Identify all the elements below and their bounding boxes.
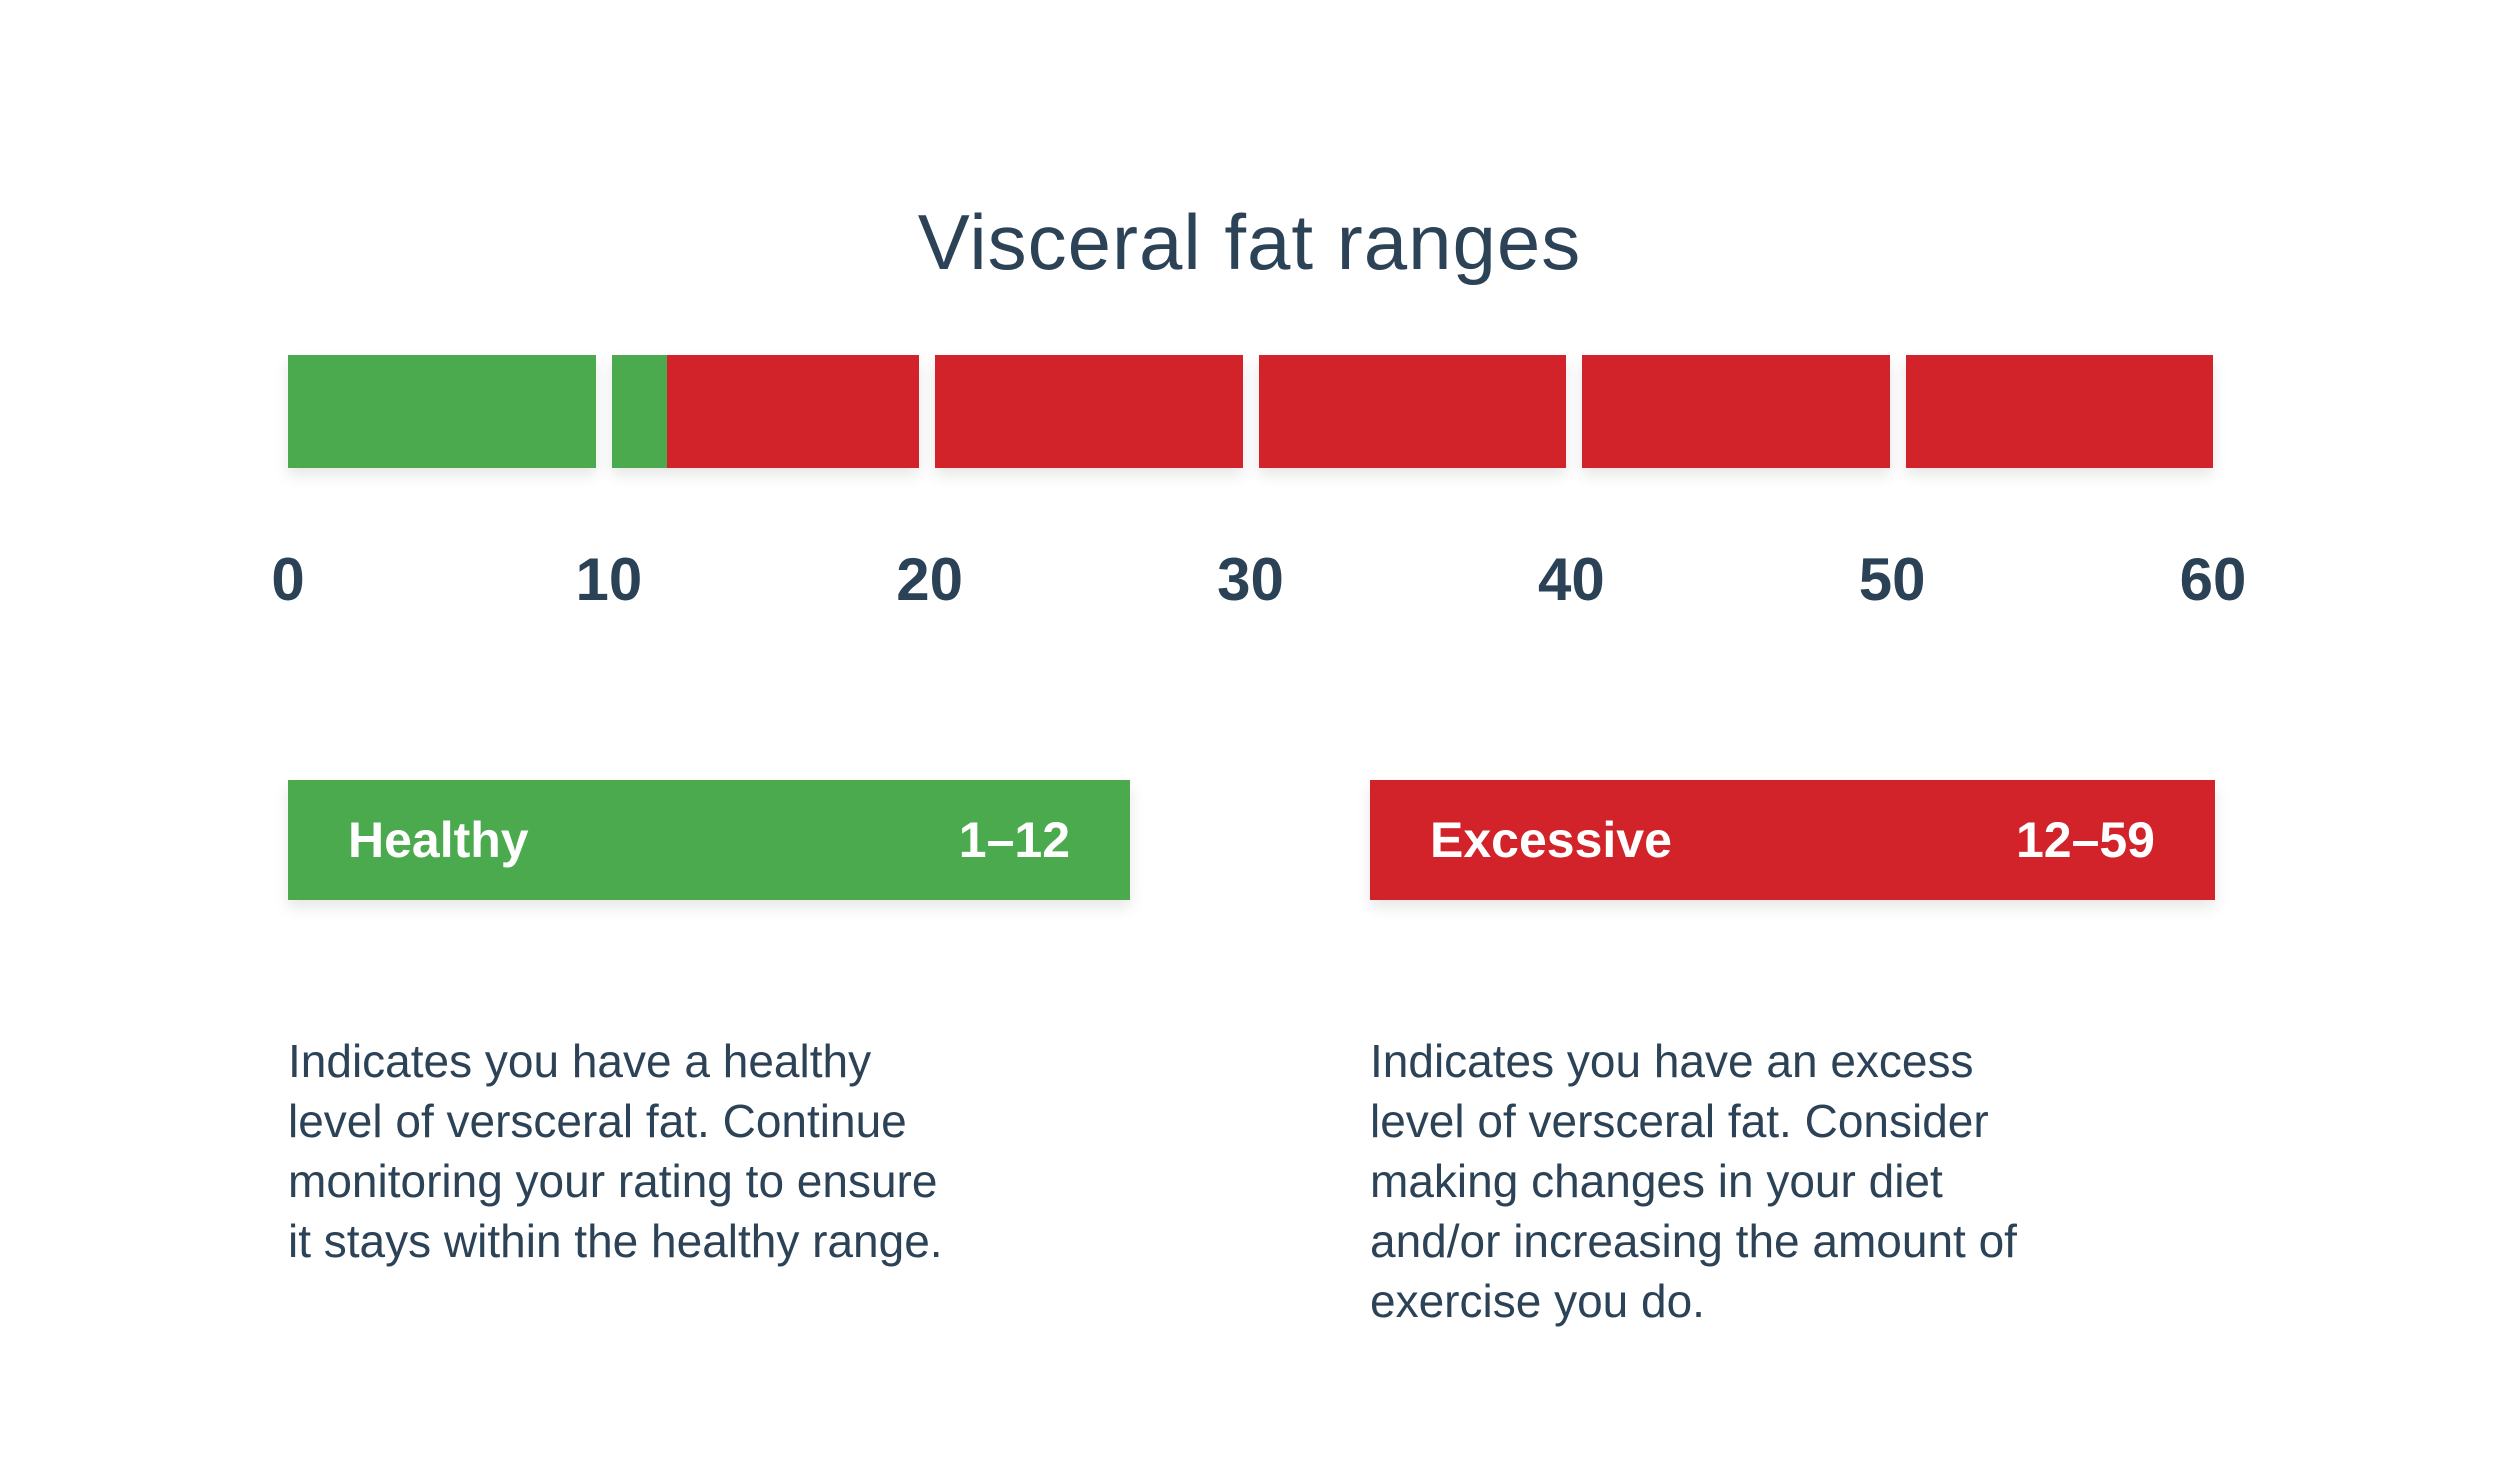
strip-segment-10-20 (611, 355, 919, 468)
healthy-overflow-segment (611, 355, 667, 468)
strip-segment-20-30 (935, 355, 1243, 468)
tick-label-20: 20 (896, 546, 964, 613)
strip-segment-30-40 (1258, 355, 1566, 468)
healthy-range: 1–12 (958, 812, 1070, 868)
excessive-range: 12–59 (2015, 812, 2155, 868)
tick-label-0: 0 (271, 546, 305, 613)
tick-label-30: 30 (1217, 546, 1284, 613)
tick-label-50: 50 (1858, 546, 1926, 613)
strip-segment-40-50 (1582, 355, 1890, 468)
axis-tick-labels: 0 10 20 30 40 50 60 (271, 540, 2246, 620)
healthy-label: Healthy (348, 812, 529, 868)
tick-label-10: 10 (575, 546, 643, 613)
page-title: Visceral fat ranges (917, 198, 1582, 287)
strip-segment-0-10 (288, 355, 596, 468)
excessive-description: Indicates you have an excess level of ve… (1370, 1035, 2017, 1327)
healthy-legend-card: Healthy 1–12 (288, 780, 1130, 900)
strip-segment-50-60 (1905, 355, 2213, 468)
tick-label-40: 40 (1537, 546, 1605, 613)
excessive-label: Excessive (1430, 812, 1672, 868)
tick-label-60: 60 (2179, 546, 2247, 613)
range-strip (288, 355, 2213, 468)
healthy-description: Indicates you have a healthy level of ve… (288, 1035, 943, 1267)
excessive-legend-card: Excessive 12–59 (1370, 780, 2215, 900)
